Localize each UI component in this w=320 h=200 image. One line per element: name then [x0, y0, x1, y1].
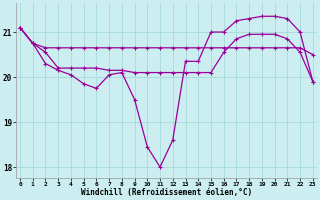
X-axis label: Windchill (Refroidissement éolien,°C): Windchill (Refroidissement éolien,°C)	[81, 188, 252, 197]
